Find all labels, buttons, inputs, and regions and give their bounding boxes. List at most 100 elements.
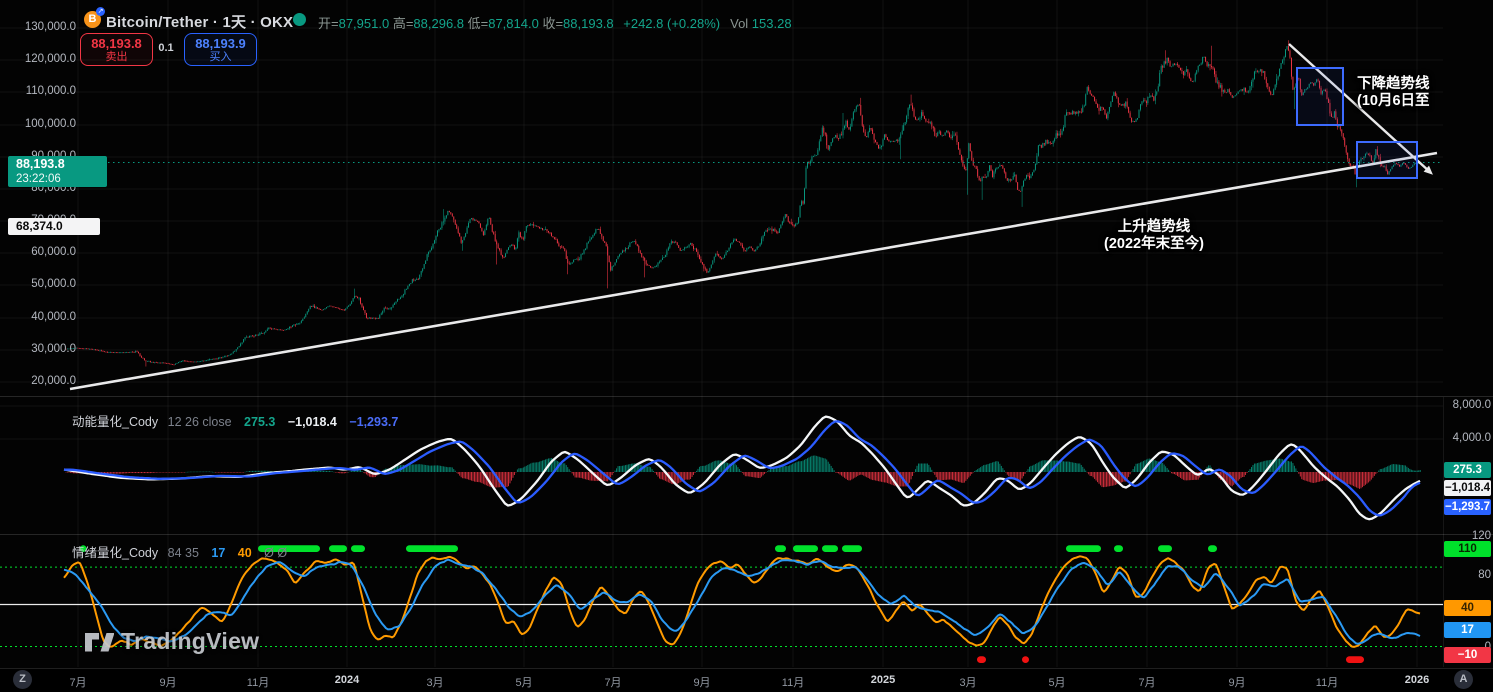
price-axis-label: 100,000.0 <box>24 118 76 130</box>
time-axis-month[interactable]: 9月 <box>1228 677 1246 689</box>
buy-price: 88,193.9 <box>195 35 246 51</box>
time-axis-month[interactable]: 11月 <box>1315 677 1339 689</box>
sentiment-orange-value: 40 <box>237 546 252 560</box>
uptrend-annotation-line2: (2022年末至今) <box>1104 236 1204 252</box>
current-price: 88,193.8 <box>16 157 65 171</box>
indicator-value-badge: 17 <box>1444 622 1491 638</box>
price-axis-label: 120,000.0 <box>24 53 76 65</box>
ohlc-value: 87,814.0 <box>488 16 543 31</box>
watermark-text: TradingView <box>121 628 260 654</box>
time-axis-year[interactable]: 2025 <box>870 674 896 686</box>
indicator-value-badge: 110 <box>1444 541 1491 557</box>
macd-params: 12 26 close <box>167 415 232 429</box>
time-axis-month[interactable]: 7月 <box>1138 677 1156 689</box>
indicator-axis-label: 4,000.0 <box>1452 432 1491 444</box>
downtrend-annotation-line2: (10月6日至 <box>1357 93 1430 109</box>
indicator-value-badge: −1,293.7 <box>1444 499 1491 515</box>
bitcoin-logo-icon: B <box>84 11 101 28</box>
chart-canvas[interactable] <box>0 0 1493 668</box>
time-axis-month[interactable]: 3月 <box>959 677 977 689</box>
time-axis-month[interactable]: 5月 <box>1048 677 1066 689</box>
price-axis-label: 20,000.0 <box>31 375 76 387</box>
price-axis-label: 110,000.0 <box>25 85 76 97</box>
time-axis-month[interactable]: 3月 <box>426 677 444 689</box>
adjust-button[interactable]: A <box>1454 670 1473 689</box>
time-axis-month[interactable]: 9月 <box>159 677 177 689</box>
macd-legend[interactable]: 动能量化_Cody 12 26 close 275.3 −1,018.4 −1,… <box>72 411 398 430</box>
ohlc-value: 88,296.8 <box>413 16 468 31</box>
downtrend-annotation[interactable]: 下降趋势线 (10月6日至 <box>1357 76 1430 110</box>
macd-fast-value: −1,018.4 <box>287 415 337 429</box>
sentiment-signal-dots <box>80 545 1364 663</box>
current-price-tag: 88,193.8 23:22:06 <box>8 156 107 187</box>
market-status-icon <box>293 13 306 26</box>
macd-hist-value: 275.3 <box>244 415 276 429</box>
symbol-title[interactable]: Bitcoin/Tether · 1天 · OKX <box>106 14 294 31</box>
ascending-trendline[interactable] <box>69 151 1438 391</box>
symbol-change-icon: ↗ <box>96 7 105 16</box>
sentiment-legend[interactable]: 情绪量化_Cody 84 35 17 40 Ø Ø <box>72 542 287 561</box>
sentiment-null-values: Ø Ø <box>264 546 288 560</box>
macd-slow-value: −1,293.7 <box>349 415 399 429</box>
indicator-value-badge: 40 <box>1444 600 1491 616</box>
spread-value: 0.1 <box>158 42 174 54</box>
indicator-axis-label: 120 <box>1471 530 1491 542</box>
macd-indicator-name: 动能量化_Cody <box>72 415 159 429</box>
time-axis-month[interactable]: 7月 <box>69 677 87 689</box>
sell-price: 88,193.8 <box>91 35 142 51</box>
time-axis-year[interactable]: 2026 <box>1404 674 1430 686</box>
ohlc-value: 87,951.0 <box>338 16 393 31</box>
descending-trendline[interactable] <box>1288 43 1431 173</box>
volume-label: Vol <box>730 16 749 31</box>
macd-histogram <box>65 455 1421 489</box>
macd-slow-line[interactable] <box>64 420 1421 517</box>
indicator-axis-label: 8,000.0 <box>1452 399 1491 411</box>
timezone-button[interactable]: Z <box>13 670 32 689</box>
macd-fast-line[interactable] <box>63 415 1421 521</box>
price-axis-label: 130,000.0 <box>24 21 76 33</box>
ohlc-label: 收= <box>542 16 564 31</box>
price-axis-label: 30,000.0 <box>31 343 76 355</box>
candlestick-series <box>65 40 1421 367</box>
price-axis-label: 50,000.0 <box>31 278 76 290</box>
time-axis-month[interactable]: 5月 <box>515 677 533 689</box>
sell-label: 卖出 <box>105 50 128 63</box>
uptrend-annotation-line1: 上升趋势线 <box>1117 219 1191 235</box>
trendline-price-tag: 68,374.0 <box>8 218 100 235</box>
highlight-box-1[interactable] <box>1296 67 1344 126</box>
indicator-value-badge: −1,018.4 <box>1444 480 1491 496</box>
downtrend-annotation-line1: 下降趋势线 <box>1357 76 1430 92</box>
indicator-axis-label: 80 <box>1478 569 1491 581</box>
sentiment-blue-line[interactable] <box>63 558 1421 645</box>
time-axis-month[interactable]: 11月 <box>246 677 270 689</box>
change-value: +242.8 (+0.28%) <box>623 16 721 31</box>
indicator-value-badge: −10 <box>1444 647 1491 663</box>
tradingview-watermark: TradingView <box>84 628 259 655</box>
volume-value: 153.28 <box>748 16 792 31</box>
tradingview-logo-icon <box>85 632 114 651</box>
grid-lines <box>0 0 1493 667</box>
bar-countdown: 23:22:06 <box>16 173 61 185</box>
sentiment-blue-value: 17 <box>211 546 226 560</box>
buy-label: 买入 <box>209 50 232 63</box>
time-axis-year[interactable]: 2024 <box>334 674 360 686</box>
buy-button[interactable]: 88,193.9 买入 <box>184 33 257 66</box>
sentiment-orange-line[interactable] <box>63 555 1421 648</box>
time-axis-month[interactable]: 7月 <box>604 677 622 689</box>
ohlc-value: 88,193.8 <box>563 16 618 31</box>
price-axis-label: 60,000.0 <box>31 246 76 258</box>
sell-button[interactable]: 88,193.8 卖出 <box>80 33 153 66</box>
price-axis-label: 40,000.0 <box>31 311 76 323</box>
ohlc-values: 开=87,951.0 高=88,296.8 低=87,814.0 收=88,19… <box>318 13 792 32</box>
time-axis[interactable]: 7月 9月 11月 2024 3月 5月 7月 9月 11月 2025 3月 5月 7月 9月 11月 202… <box>0 668 1493 692</box>
ohlc-label: 低= <box>467 16 489 31</box>
time-axis-month[interactable]: 9月 <box>693 677 711 689</box>
indicator-value-badge: 275.3 <box>1444 462 1491 478</box>
highlight-box-2[interactable] <box>1356 141 1418 179</box>
time-axis-month[interactable]: 11月 <box>781 677 805 689</box>
trendline-arrowhead <box>1423 165 1433 175</box>
sentiment-indicator-name: 情绪量化_Cody <box>72 546 159 560</box>
uptrend-annotation[interactable]: 上升趋势线 (2022年末至今) <box>1088 219 1220 253</box>
ohlc-label: 开= <box>318 16 339 31</box>
